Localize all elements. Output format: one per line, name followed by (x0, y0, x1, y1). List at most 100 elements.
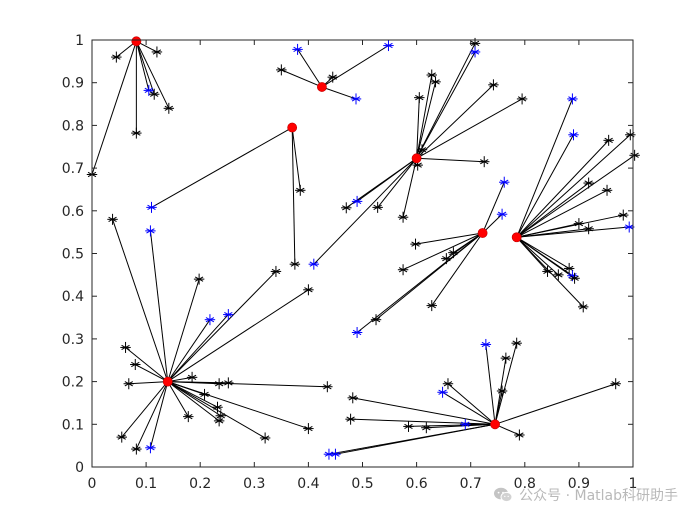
link-line (167, 381, 328, 388)
link-line (516, 236, 575, 279)
node-marker (397, 211, 409, 223)
node-marker (186, 371, 198, 383)
y-tick-label: 0.9 (62, 76, 84, 92)
link-line (167, 319, 211, 382)
link-line (494, 383, 616, 425)
link-line (291, 127, 296, 265)
link-line (135, 364, 168, 383)
link-line (313, 157, 417, 265)
link-line (494, 343, 518, 425)
node-marker (212, 401, 223, 413)
node-marker (295, 184, 306, 196)
x-tick-label: 0.3 (243, 476, 265, 492)
node-marker (629, 149, 640, 161)
node-marker (421, 422, 432, 434)
link-line (135, 41, 150, 91)
cluster-center (411, 153, 422, 164)
link-line (125, 347, 169, 382)
node-marker (516, 93, 528, 105)
node-marker-blue (351, 326, 363, 338)
node-marker-blue (146, 201, 157, 213)
link-line (416, 51, 476, 159)
node-marker (610, 378, 621, 390)
node-marker (163, 102, 175, 114)
link-line (291, 127, 301, 191)
link-line (167, 381, 266, 439)
node-marker (563, 262, 575, 274)
link-line (167, 381, 222, 417)
node-marker-blue (145, 442, 156, 454)
node-marker (416, 144, 428, 156)
node-marker-blue (350, 93, 362, 105)
cluster-center (511, 232, 522, 243)
link-line (416, 74, 433, 159)
node-marker (345, 413, 356, 425)
cluster-center (131, 36, 142, 47)
x-tick-label: 0.6 (405, 476, 427, 492)
node-marker-blue (292, 43, 303, 55)
node-marker (583, 223, 594, 235)
link-line (149, 381, 169, 448)
link-line (356, 232, 483, 333)
node-marker (448, 247, 459, 259)
x-tick-label: 0.8 (514, 476, 536, 492)
watermark: 公众号 · Matlab科研助手 (493, 484, 678, 506)
node-marker (183, 411, 194, 423)
link-line (377, 157, 417, 208)
node-marker (213, 378, 225, 390)
node-marker (131, 127, 142, 139)
node-marker (120, 341, 131, 353)
link-line (281, 69, 323, 88)
cluster-center (490, 419, 500, 430)
links-layer (91, 40, 635, 455)
link-line (167, 381, 309, 430)
y-tick-label: 0.4 (62, 289, 84, 305)
node-marker (403, 420, 414, 432)
link-line (135, 381, 169, 450)
y-tick-label: 0.3 (62, 332, 84, 348)
link-line (516, 236, 570, 269)
tick-labels-layer: 0 0.1 0.2 0.3 0.4 0.5 0.6 0.7 0.8 0.9 1 0 0.1 0.2 0.3 0… (62, 33, 638, 492)
node-marker (123, 378, 135, 390)
node-marker (410, 238, 421, 250)
node-marker (442, 378, 454, 390)
node-marker (151, 46, 163, 58)
link-line (485, 344, 496, 425)
link-line (426, 423, 496, 429)
node-marker-blue (480, 338, 492, 350)
link-line (416, 43, 476, 159)
node-marker (259, 432, 271, 444)
link-line (516, 98, 573, 238)
link-line (516, 134, 574, 238)
node-marker-blue (469, 46, 481, 58)
wechat-icon (494, 487, 513, 503)
link-line (516, 140, 610, 238)
y-tick-label: 0.5 (62, 247, 84, 263)
x-tick-label: 0 (88, 476, 97, 492)
node-marker-blue (145, 225, 156, 237)
node-marker (131, 443, 142, 455)
node-marker (199, 388, 210, 400)
link-line (516, 226, 630, 238)
link-line (335, 423, 496, 455)
link-line (167, 278, 200, 382)
y-tick-label: 0.6 (62, 204, 84, 220)
node-marker (496, 385, 508, 397)
link-line (516, 223, 580, 238)
node-marker (601, 184, 613, 196)
link-line (442, 391, 496, 425)
node-marker (303, 423, 314, 435)
link-line (167, 381, 189, 417)
node-marker-blue (383, 40, 394, 52)
node-marker (397, 264, 409, 276)
node-marker (130, 359, 141, 371)
node-marker (569, 272, 580, 284)
node-marker (289, 258, 301, 270)
cluster-center (317, 82, 327, 92)
node-marker-blue (223, 309, 234, 321)
link-line (350, 418, 496, 425)
node-marker (514, 429, 525, 441)
node-marker (578, 301, 589, 313)
